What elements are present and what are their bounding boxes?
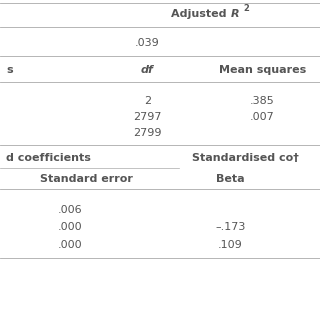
- Text: Standardised co†: Standardised co†: [192, 153, 299, 164]
- Text: Adjusted: Adjusted: [171, 9, 230, 20]
- Text: .000: .000: [58, 222, 83, 232]
- Text: .007: .007: [250, 112, 275, 122]
- Text: Mean squares: Mean squares: [219, 65, 306, 76]
- Text: 2799: 2799: [133, 128, 162, 138]
- Text: df: df: [141, 65, 154, 76]
- Text: d coefficients: d coefficients: [6, 153, 91, 164]
- Text: 2: 2: [144, 96, 151, 106]
- Text: Standard error: Standard error: [40, 174, 133, 184]
- Text: Beta: Beta: [216, 174, 245, 184]
- Text: .109: .109: [218, 240, 243, 250]
- Text: 2797: 2797: [133, 112, 162, 122]
- Text: .000: .000: [58, 240, 83, 250]
- Text: R: R: [230, 9, 239, 20]
- Text: .385: .385: [250, 96, 275, 106]
- Text: .039: .039: [135, 38, 160, 48]
- Text: –.173: –.173: [215, 222, 245, 232]
- Text: 2: 2: [244, 4, 250, 13]
- Text: s: s: [6, 65, 13, 76]
- Text: .006: .006: [58, 204, 83, 215]
